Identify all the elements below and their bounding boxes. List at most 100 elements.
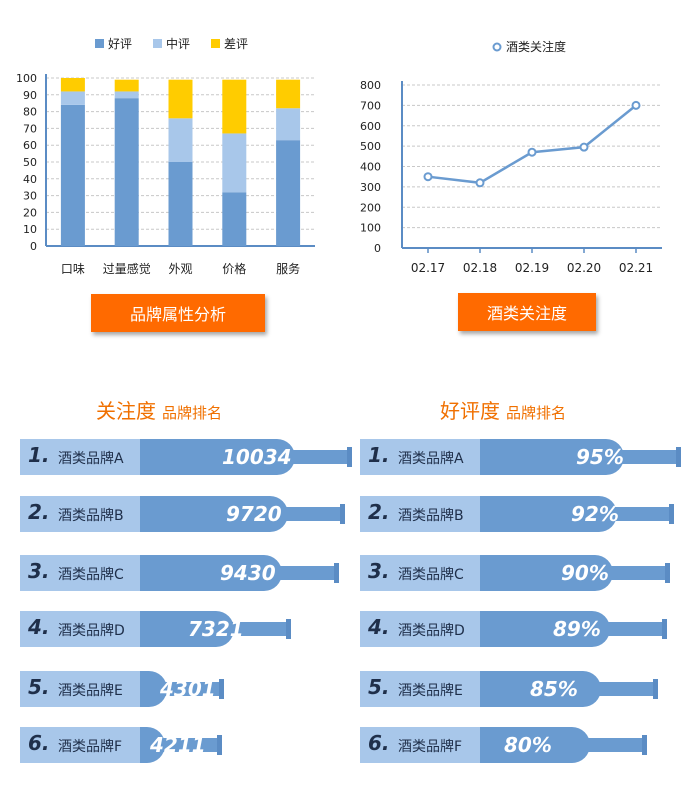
line-y-tick-label: 700	[360, 99, 381, 112]
bottle-cap	[347, 447, 352, 467]
line-x-tick-label: 02.17	[411, 261, 445, 275]
bottle-neck	[586, 738, 643, 752]
bar-segment	[60, 78, 85, 92]
bar-segment	[168, 118, 193, 162]
bottle-neck	[291, 450, 347, 464]
bottle-neck	[230, 622, 287, 636]
rank-value: 4211	[150, 733, 206, 757]
line-x-tick-label: 02.21	[619, 261, 653, 275]
bottle-label	[360, 439, 480, 475]
bar-y-tick-label: 60	[23, 139, 37, 152]
ranking-bottle: 5. 酒类品牌E 85%	[360, 671, 663, 707]
brand-name: 酒类品牌F	[58, 739, 123, 755]
bar-y-tick-label: 40	[23, 173, 37, 186]
bottle-neck	[619, 450, 676, 464]
rank-number: 6.	[28, 731, 50, 755]
rank-number: 2.	[28, 500, 50, 524]
bottle-label	[20, 611, 140, 647]
rank-number: 1.	[28, 443, 50, 467]
line-y-tick-label: 600	[360, 120, 381, 133]
bar-segment	[60, 104, 85, 246]
rating-ranking-title: 好评度 品牌排名	[440, 395, 566, 424]
bottle-neck	[597, 682, 654, 696]
bar-y-tick-label: 20	[23, 206, 37, 219]
attention-ranking-heading: 关注度	[96, 399, 156, 423]
attention-ranking-title: 关注度 品牌排名	[96, 395, 222, 424]
line-point	[579, 142, 589, 152]
bottle-cap	[219, 679, 225, 699]
bottle-body	[480, 611, 611, 647]
ranking-bottle: 1. 酒类品牌A 95%	[360, 439, 686, 475]
rank-number: 1.	[368, 443, 390, 467]
bar-segment	[60, 91, 85, 105]
rank-number: 5.	[28, 675, 50, 699]
bar-segment	[114, 79, 139, 92]
bottle-neck	[608, 566, 665, 580]
bottle-neck	[606, 622, 663, 636]
bottle-label	[20, 496, 140, 532]
bottle-label	[20, 439, 140, 475]
rank-number: 5.	[368, 675, 390, 699]
attention-line-chart: 0 100 200 300 400 500 600 700 800 02.17 02.18 02.19…	[360, 39, 662, 275]
rating-ranking-heading: 好评度	[440, 399, 500, 423]
line-legend-marker	[492, 42, 502, 52]
line-point	[423, 172, 433, 182]
line-y-tick-label: 500	[360, 140, 381, 153]
brand-name: 酒类品牌A	[398, 451, 464, 467]
bottle-body	[140, 496, 289, 532]
rank-value: 10034	[222, 445, 292, 469]
bar-legend-label: 差评	[224, 37, 248, 51]
bar-y-tick-label: 80	[23, 106, 37, 119]
bottle-neck	[613, 507, 670, 521]
rank-number: 2.	[368, 500, 390, 524]
bar-y-tick-label: 30	[23, 190, 37, 203]
bottle-body	[480, 496, 618, 532]
rank-number: 4.	[368, 615, 390, 639]
bottle-cap	[675, 447, 681, 467]
bottle-neck	[277, 566, 334, 580]
bottle-body	[480, 727, 591, 763]
line-y-tick-label: 0	[374, 242, 381, 255]
bar-segment	[222, 192, 247, 246]
rank-number: 3.	[28, 559, 50, 583]
rank-value: 80%	[504, 733, 552, 757]
bottle-neck	[163, 682, 220, 696]
rank-value: 92%	[571, 502, 619, 526]
bar-x-tick-label: 口味	[61, 262, 85, 276]
bar-x-tick-label: 外观	[168, 262, 192, 276]
bottle-label	[360, 727, 480, 763]
bottle-cap	[286, 619, 292, 639]
bottle-cap	[669, 504, 675, 524]
bar-y-tick-label: 10	[23, 223, 37, 236]
bottle-label	[360, 555, 480, 591]
brand-name: 酒类品牌E	[58, 683, 123, 699]
bottle-cap	[664, 563, 670, 583]
bar-segment	[222, 79, 247, 134]
rank-value: 7321	[188, 617, 244, 641]
bar-x-tick-label: 过量感觉	[103, 261, 151, 276]
brand-attribute-button[interactable]: 品牌属性分析	[91, 294, 265, 332]
bar-segment	[168, 162, 193, 246]
bottle-label	[20, 727, 140, 763]
bottle-body	[140, 439, 295, 475]
bar-legend-swatch	[153, 39, 162, 48]
ranking-bottle: 2. 酒类品牌B 9720	[20, 496, 350, 532]
line-point	[527, 147, 537, 157]
ranking-bottle: 1. 酒类品牌A 10034	[20, 439, 357, 475]
bar-legend-label: 中评	[166, 36, 190, 51]
ranking-bottle: 2. 酒类品牌B 92%	[360, 496, 679, 532]
bottle-cap	[333, 563, 339, 583]
bar-y-tick-label: 70	[23, 122, 37, 135]
bottle-label	[360, 611, 480, 647]
attention-button[interactable]: 酒类关注度	[458, 293, 596, 331]
bar-segment	[114, 98, 139, 246]
brand-name: 酒类品牌D	[398, 623, 465, 639]
brand-name: 酒类品牌B	[58, 508, 124, 524]
brand-name: 酒类品牌E	[398, 683, 463, 699]
line-series	[427, 104, 637, 185]
bar-segment	[276, 79, 301, 109]
bottle-label	[20, 671, 140, 707]
bar-x-tick-label: 服务	[276, 261, 300, 276]
ranking-bottle: 3. 酒类品牌C 90%	[360, 555, 675, 591]
brand-name: 酒类品牌D	[58, 623, 125, 639]
